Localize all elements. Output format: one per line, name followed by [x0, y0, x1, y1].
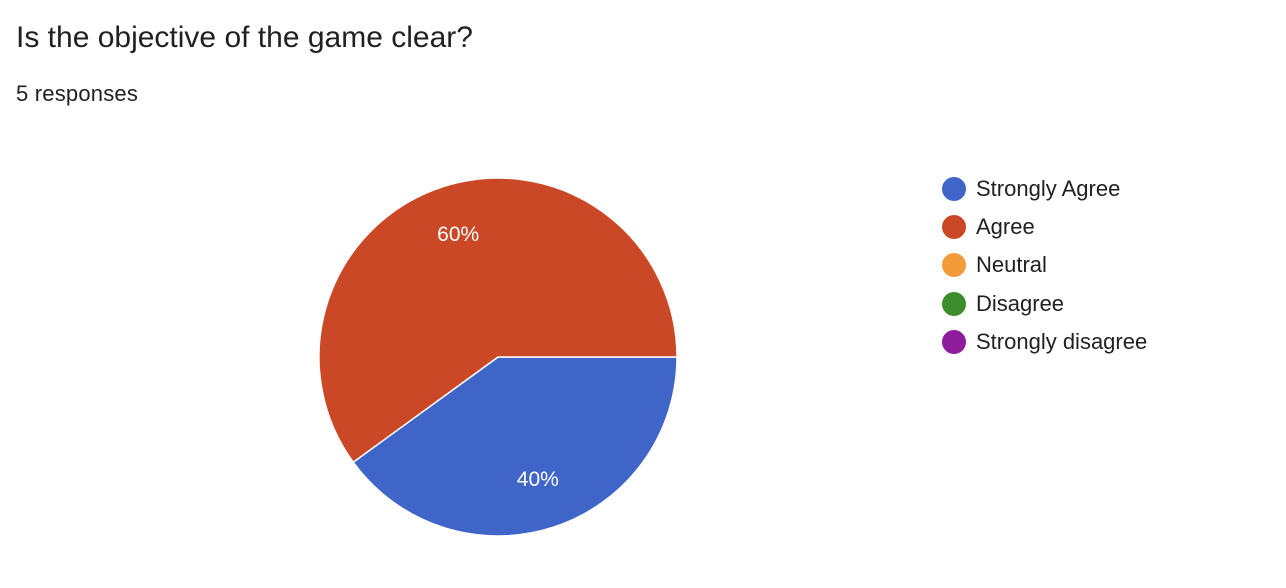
chart-legend: Strongly Agree Agree Neutral Disagree Strong…	[942, 170, 1147, 361]
legend-item: Strongly disagree	[942, 323, 1147, 361]
legend-label: Agree	[976, 214, 1035, 240]
pie-slice-strongly-agree	[352, 356, 678, 537]
legend-label: Disagree	[976, 290, 1065, 316]
pie-data-label: 60%	[437, 223, 479, 246]
legend-label: Strongly disagree	[976, 328, 1148, 354]
legend-label: Neutral	[976, 252, 1047, 278]
legend-swatch-icon	[942, 329, 966, 354]
legend-swatch-icon	[942, 253, 966, 278]
legend-swatch-icon	[942, 291, 966, 316]
legend-label: Strongly Agree	[976, 176, 1121, 202]
legend-swatch-icon	[942, 177, 966, 202]
question-title: Is the objective of the game clear?	[16, 21, 473, 54]
legend-item: Agree	[942, 208, 1147, 246]
pie-data-label: 40%	[517, 468, 559, 491]
legend-swatch-icon	[942, 215, 966, 240]
response-count: 5 responses	[16, 81, 139, 106]
legend-item: Neutral	[942, 246, 1147, 284]
pie-slice-agree	[318, 177, 678, 464]
legend-item: Strongly Agree	[942, 170, 1147, 208]
legend-item: Disagree	[942, 285, 1147, 323]
